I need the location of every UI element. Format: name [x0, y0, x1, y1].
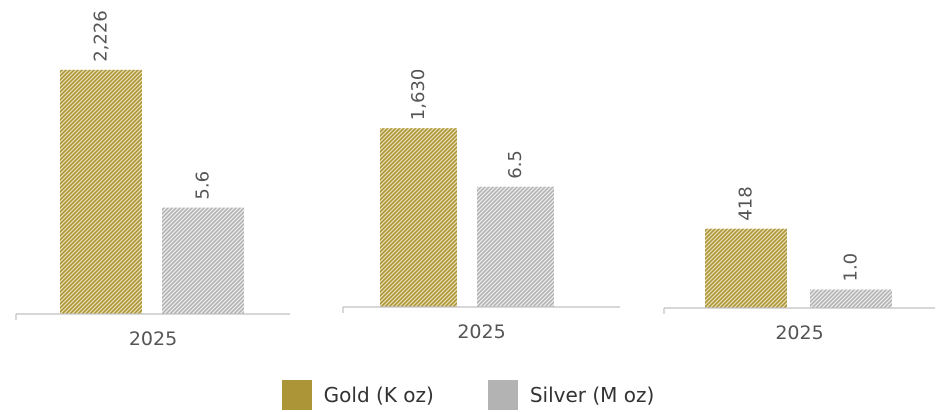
bar-gold-panel-2: [380, 128, 457, 307]
data-label-silver-panel-1: 5.6: [193, 171, 214, 200]
charts-canvas: 2,226 5.6 2025 1,630 6.5 2025 418 1.0 2025: [15, 10, 935, 350]
legend-swatch-gold: [281, 380, 312, 410]
category-label-panel-3: 2025: [775, 322, 823, 344]
legend-item-silver: Silver (M oz): [487, 380, 655, 410]
data-label-silver-panel-3: 1.0: [841, 253, 862, 282]
category-label-panel-1: 2025: [129, 328, 177, 350]
legend-label-gold: Gold (K oz): [323, 383, 434, 407]
data-label-gold-panel-2: 1,630: [408, 69, 429, 121]
bar-silver-panel-2: [477, 186, 554, 307]
legend-swatch-silver: [487, 380, 518, 410]
bar-gold-panel-1: [60, 69, 142, 314]
legend-item-gold: Gold (K oz): [281, 380, 434, 410]
data-label-gold-panel-1: 2,226: [91, 10, 112, 62]
data-label-gold-panel-3: 418: [736, 186, 757, 220]
legend-label-silver: Silver (M oz): [529, 383, 655, 407]
bar-silver-panel-3: [810, 289, 892, 308]
bar-silver-panel-1: [162, 207, 244, 314]
chart-legend: Gold (K oz) Silver (M oz): [0, 378, 936, 412]
category-label-panel-2: 2025: [457, 321, 505, 343]
bar-gold-panel-3: [705, 228, 787, 308]
data-label-silver-panel-2: 6.5: [505, 150, 526, 179]
